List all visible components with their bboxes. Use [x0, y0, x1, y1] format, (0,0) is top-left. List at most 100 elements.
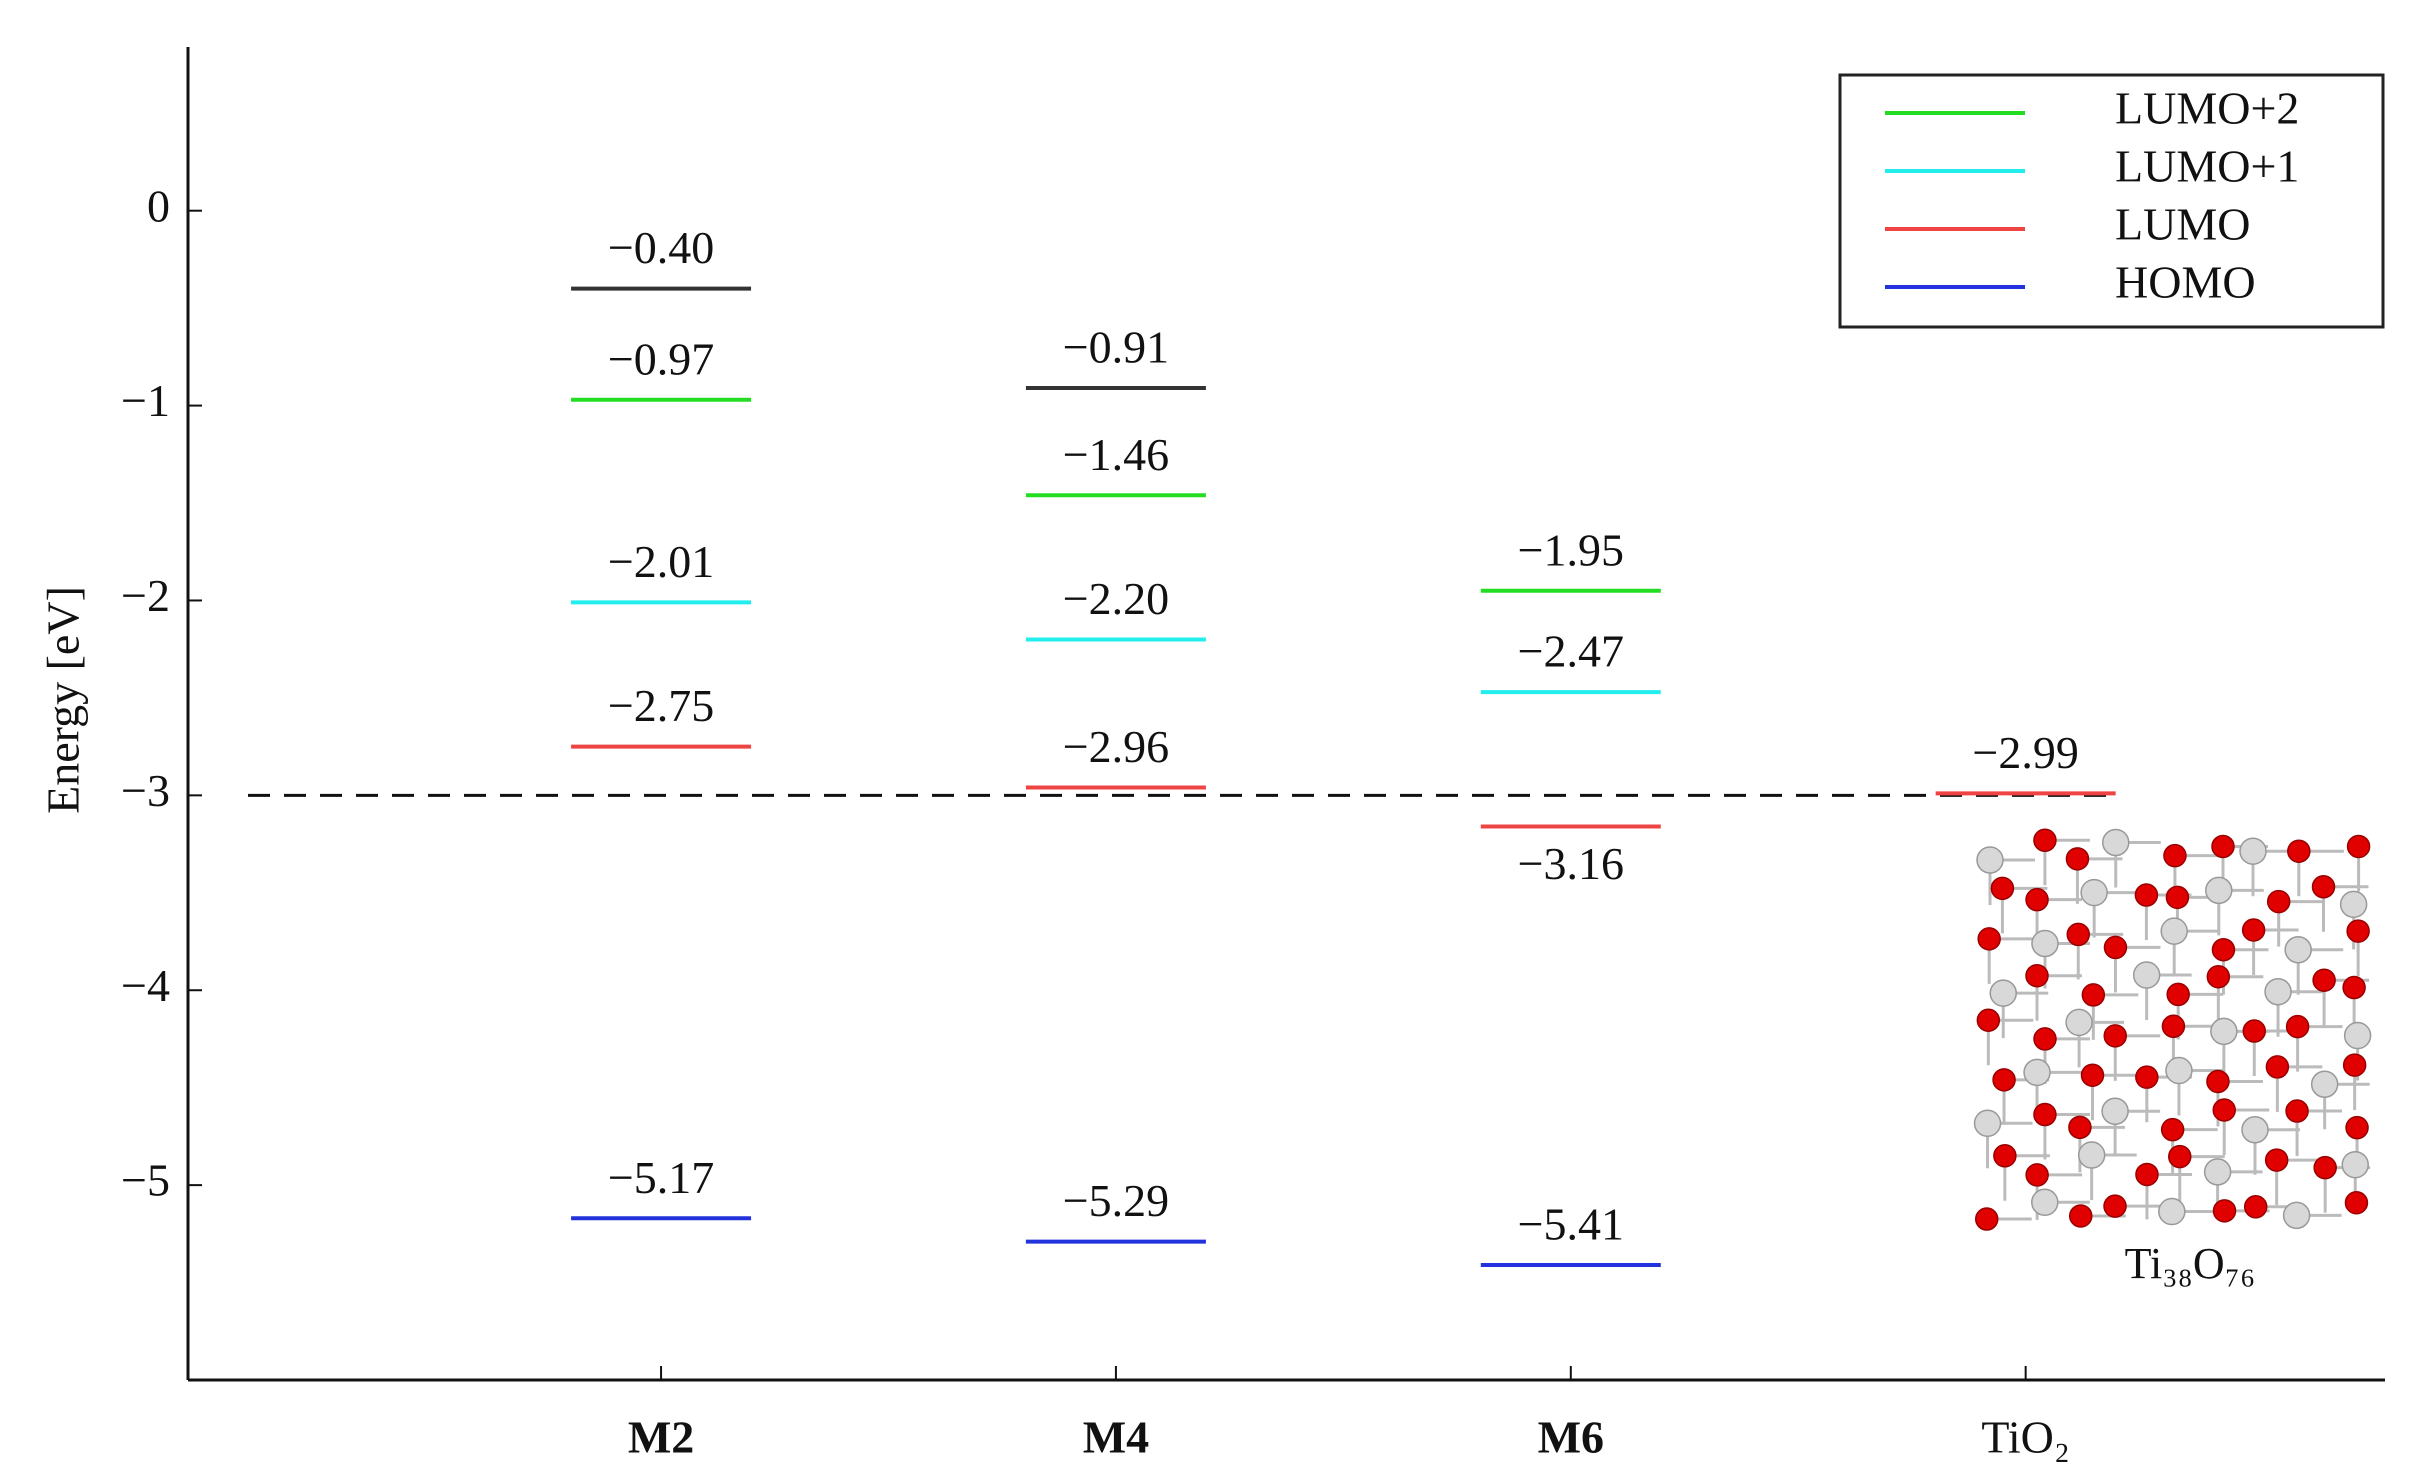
- molecule-atom: [2313, 1155, 2337, 1180]
- molecule-atom: [2103, 1024, 2127, 1048]
- molecule-atom: [2339, 890, 2368, 919]
- molecule-atom: [2212, 1199, 2237, 1223]
- value-label: −2.47: [1518, 626, 1624, 677]
- molecule-atom: [2101, 828, 2130, 857]
- value-label: −1.95: [1518, 524, 1624, 575]
- molecule-atom: [2160, 1117, 2185, 1142]
- molecule-atom: [2160, 917, 2188, 945]
- molecule-atom: [2031, 1188, 2059, 1217]
- molecule-atom: [2242, 1019, 2267, 1043]
- molecule-atom: [2025, 1163, 2049, 1187]
- molecule-atom: [1990, 876, 2015, 901]
- molecule-atom: [2206, 1069, 2230, 1094]
- x-tick-label: M2: [628, 1412, 694, 1463]
- molecule-atom: [2025, 963, 2049, 988]
- y-tick-label: −5: [121, 1155, 170, 1206]
- molecule-atom: [2033, 1102, 2057, 1127]
- x-tick-label: M6: [1538, 1412, 1604, 1463]
- molecule-atom: [2241, 1116, 2269, 1144]
- molecule-atom: [2065, 1008, 2093, 1037]
- value-label: −5.29: [1063, 1175, 1169, 1226]
- molecule-atom: [2165, 885, 2190, 910]
- molecule-atom: [2342, 1053, 2367, 1077]
- molecule-atom: [2101, 1097, 2129, 1126]
- molecule-atom: [2080, 878, 2108, 907]
- molecule-atom: [2205, 876, 2233, 905]
- y-tick-label: −1: [121, 375, 170, 426]
- y-tick-label: −4: [121, 960, 170, 1011]
- molecule-atom: [2312, 968, 2336, 992]
- value-label: −2.96: [1063, 721, 1169, 772]
- legend-label: LUMO+2: [2115, 83, 2299, 134]
- x-tick-label: M4: [1083, 1412, 1149, 1463]
- molecule-atom: [2031, 929, 2059, 958]
- molecule-atom: [2284, 935, 2312, 964]
- molecule-atom: [2264, 1148, 2289, 1172]
- molecule-atom: [2265, 1055, 2290, 1079]
- x-tick-label: TiO₂: [1981, 1412, 2070, 1463]
- y-axis-label: Energy [eV]: [38, 586, 89, 814]
- molecule-atom: [2103, 935, 2128, 960]
- molecule-atom: [2243, 1195, 2268, 1219]
- molecule-atom: [2077, 1141, 2106, 1169]
- molecule-atom: [2023, 1058, 2051, 1087]
- value-label: −2.01: [608, 536, 714, 587]
- value-label: −5.17: [608, 1152, 714, 1203]
- molecule-atom: [2132, 961, 2161, 989]
- molecule-atom: [2343, 1021, 2372, 1050]
- annotation: Ti₃₈O₇₆: [2125, 1239, 2256, 1288]
- molecule-atom: [2135, 1065, 2159, 1089]
- molecule-atom: [2068, 1204, 2093, 1228]
- value-label: −2.75: [608, 680, 714, 731]
- molecule-atom: [2033, 1027, 2057, 1051]
- molecule-atom: [2211, 937, 2236, 962]
- molecule-atom: [2346, 919, 2370, 943]
- molecule-atom: [1977, 927, 2001, 951]
- y-tick-label: −3: [121, 765, 170, 816]
- molecule-atom: [2158, 1197, 2186, 1226]
- molecule-atom: [1973, 1109, 2002, 1138]
- molecule-atom: [2266, 889, 2291, 914]
- molecule-atom: [2344, 1190, 2369, 1215]
- molecule-atom: [2134, 883, 2159, 907]
- molecule-atom: [2239, 837, 2267, 865]
- molecule-atom: [2210, 1017, 2238, 1046]
- molecule-atom: [2285, 1014, 2310, 1039]
- molecule-atom: [2282, 1201, 2311, 1230]
- value-label: −0.91: [1063, 322, 1169, 373]
- value-label: −2.99: [1972, 727, 2078, 778]
- legend-label: LUMO: [2115, 199, 2250, 250]
- value-label: −1.46: [1063, 429, 1169, 480]
- molecule-atom: [2310, 1070, 2339, 1099]
- molecule-atom: [2287, 839, 2311, 863]
- molecule-atom: [2206, 964, 2231, 989]
- molecule-atom: [2264, 977, 2292, 1006]
- molecule-atom: [2161, 1014, 2186, 1039]
- molecule-atom: [2311, 875, 2336, 899]
- molecule-atom: [2346, 834, 2371, 859]
- molecule-atom: [2342, 975, 2366, 1000]
- molecule-atom: [2081, 983, 2106, 1007]
- molecule-atom: [2166, 982, 2190, 1007]
- molecule-atom: [2203, 1158, 2232, 1186]
- molecule-atom: [2168, 1144, 2192, 1169]
- molecule-atom: [2135, 1162, 2159, 1187]
- molecule-atom: [2341, 1150, 2369, 1179]
- molecule-atom: [1976, 1008, 2001, 1033]
- value-label: −5.41: [1518, 1199, 1624, 1250]
- molecule-atom: [2163, 843, 2187, 868]
- y-tick-label: 0: [147, 180, 170, 231]
- molecule-atom: [2165, 1056, 2193, 1085]
- molecule-atom: [2211, 834, 2235, 859]
- molecule-atom: [1989, 979, 2017, 1007]
- molecule-atom: [2345, 1115, 2369, 1140]
- molecule-atom: [2025, 887, 2049, 912]
- legend-label: HOMO: [2115, 257, 2256, 308]
- value-label: −3.16: [1518, 838, 1624, 889]
- molecule-atom: [1992, 1068, 2016, 1092]
- molecule-atom: [1976, 846, 2004, 874]
- molecule-atom: [2285, 1099, 2309, 1123]
- molecule-atom: [2080, 1063, 2105, 1087]
- molecule-atom: [2065, 847, 2090, 871]
